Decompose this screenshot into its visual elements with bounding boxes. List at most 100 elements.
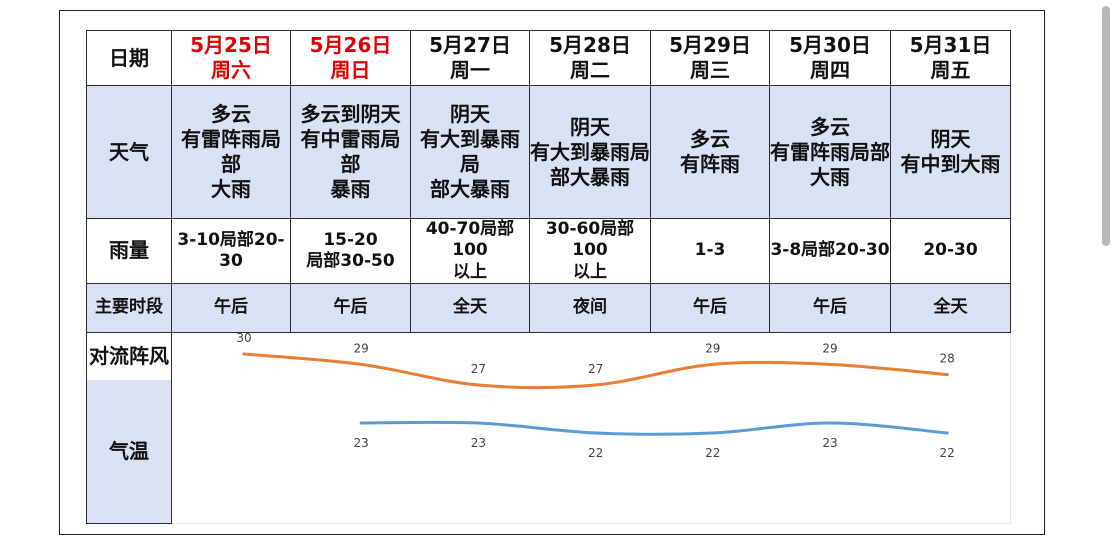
high-temperature-label: 27 [471,362,486,376]
day-date: 5月27日 [429,33,511,57]
day-weekday: 周二 [570,58,610,82]
day-header: 5月31日 周五 [890,30,1011,86]
weather-row: 天气 多云 有雷阵雨局部 大雨 多云到阴天 有中雷雨局部 暴雨 阴天 有大到暴雨局 部大暴雨 阴天… [86,85,1011,219]
low-temperature-label: 22 [588,446,603,460]
chart-area-cell [171,331,1011,524]
weather-cell: 阴天 有中到大雨 [890,85,1011,219]
weather-line: 有雷阵雨局部 [181,127,281,176]
weather-cell: 多云 有雷阵雨局部 大雨 [171,85,291,219]
date-row: 日期 5月25日 周六 5月26日 周日 5月27日 周一 5月28日 周二 5月29日 周三 5月… [86,30,1011,86]
rainfall-line: 以上 [573,261,607,282]
weather-line: 有大到暴雨局 [530,139,650,164]
rainfall-cell: 1-3 [650,218,770,284]
day-weekday: 周日 [330,58,371,82]
weather-cell: 多云 有雷阵雨局部 大雨 [769,85,891,219]
high-temperature-line [242,352,949,390]
rainfall-cell: 15-20 局部30-50 [290,218,411,284]
day-weekday: 周一 [450,58,490,82]
day-date: 5月29日 [669,33,751,57]
day-date: 5月26日 [309,33,392,57]
day-header: 5月26日 周日 [290,30,411,86]
weather-line: 暴雨 [330,177,371,201]
rainfall-row: 雨量 3-10局部20-30 15-20 局部30-50 40-70局部100 以上 30… [86,218,1011,284]
low-temperature-label: 23 [354,436,369,450]
day-header: 5月29日 周三 [650,30,770,86]
weather-line: 有中到大雨 [900,152,1001,176]
high-temperature-label: 27 [588,362,603,376]
weather-line: 有中雷雨局部 [300,127,401,176]
rainfall-cell: 3-10局部20-30 [171,218,291,284]
date-row-label: 日期 [86,30,172,86]
high-temperature-label: 30 [236,331,251,345]
vertical-scrollbar[interactable] [1102,6,1110,246]
day-weekday: 周六 [211,58,251,82]
main-period-row-label: 主要时段 [86,282,172,333]
main-period-cell: 午后 [650,282,770,333]
temperature-row-label: 气温 [109,438,149,463]
rainfall-line: 40-70局部100 [425,219,515,261]
weather-cell: 多云到阴天 有中雷雨局部 暴雨 [290,85,411,219]
forecast-table: 日期 5月25日 周六 5月26日 周日 5月27日 周一 5月28日 周二 5月29日 周三 5月… [86,30,1011,524]
high-temperature-label: 29 [822,341,837,355]
low-temperature-label: 22 [705,446,720,460]
weather-line: 多云 [690,127,730,151]
weather-line: 阴天 [450,102,490,126]
weather-row-label: 天气 [86,85,172,219]
rainfall-cell: 3-8局部20-30 [769,218,891,284]
day-header: 5月27日 周一 [410,30,530,86]
rainfall-line: 以上 [453,261,487,282]
day-header: 5月25日 周六 [171,30,291,86]
day-date: 5月31日 [909,33,992,57]
chart-lines [242,352,949,436]
rainfall-cell: 40-70局部100 以上 [410,218,530,284]
weather-cell: 多云 有阵雨 [650,85,770,219]
main-period-cell: 午后 [290,282,411,333]
rainfall-line: 局部30-50 [306,250,395,271]
weather-line: 有雷阵雨局部 [770,139,890,164]
weather-line: 阴天 [570,114,610,139]
weather-line: 大雨 [211,177,251,201]
low-temperature-label: 23 [471,436,486,450]
low-temperature-label: 23 [822,436,837,450]
high-temperature-label: 29 [354,341,369,355]
day-header: 5月30日 周四 [769,30,891,86]
rainfall-cell: 30-60局部100 以上 [529,218,651,284]
rainfall-line: 30-60局部100 [545,219,635,261]
rainfall-line: 15-20 [323,229,378,250]
main-period-cell: 午后 [769,282,891,333]
weather-line: 有大到暴雨局 [420,127,520,176]
rainfall-line: 3-8局部20-30 [770,240,890,261]
day-date: 5月28日 [549,33,631,57]
rainfall-line: 20-30 [923,240,978,261]
weather-cell: 阴天 有大到暴雨局 部大暴雨 [410,85,530,219]
rainfall-row-label: 雨量 [86,218,172,284]
weather-line: 多云到阴天 [300,102,401,126]
chart-labels: 30 29 27 27 29 29 28 23 23 22 22 23 22 [236,331,954,460]
rainfall-line: 1-3 [694,240,726,261]
weather-line: 有阵雨 [680,152,740,176]
weather-line: 多云 [810,114,850,139]
main-period-row: 主要时段 午后 午后 全天 夜间 午后 午后 全天 [86,282,1011,333]
chart-row: 对流阵风 气温 [86,331,1011,524]
rainfall-cell: 20-30 [890,218,1011,284]
day-header: 5月28日 周二 [529,30,651,86]
weather-line: 部大暴雨 [550,164,630,189]
weather-line: 大雨 [810,164,850,189]
high-temperature-label: 28 [940,352,955,366]
day-date: 5月30日 [789,33,871,57]
day-weekday: 周五 [930,58,971,82]
weather-line: 多云 [211,102,251,126]
day-date: 5月25日 [190,33,272,57]
temperature-chart: 30 29 27 27 29 29 28 23 23 22 22 23 22 [236,331,954,460]
day-weekday: 周三 [690,58,730,82]
rainfall-line: 3-10局部20-30 [177,229,285,271]
gust-row-label: 对流阵风 [87,332,171,380]
weather-line: 阴天 [930,127,971,151]
weather-line: 部大暴雨 [430,177,510,201]
low-temperature-label: 22 [940,446,955,460]
main-period-cell: 午后 [171,282,291,333]
weather-cell: 阴天 有大到暴雨局 部大暴雨 [529,85,651,219]
high-temperature-label: 29 [705,341,720,355]
chart-row-labels: 对流阵风 气温 [86,331,172,524]
low-temperature-line [359,420,949,436]
